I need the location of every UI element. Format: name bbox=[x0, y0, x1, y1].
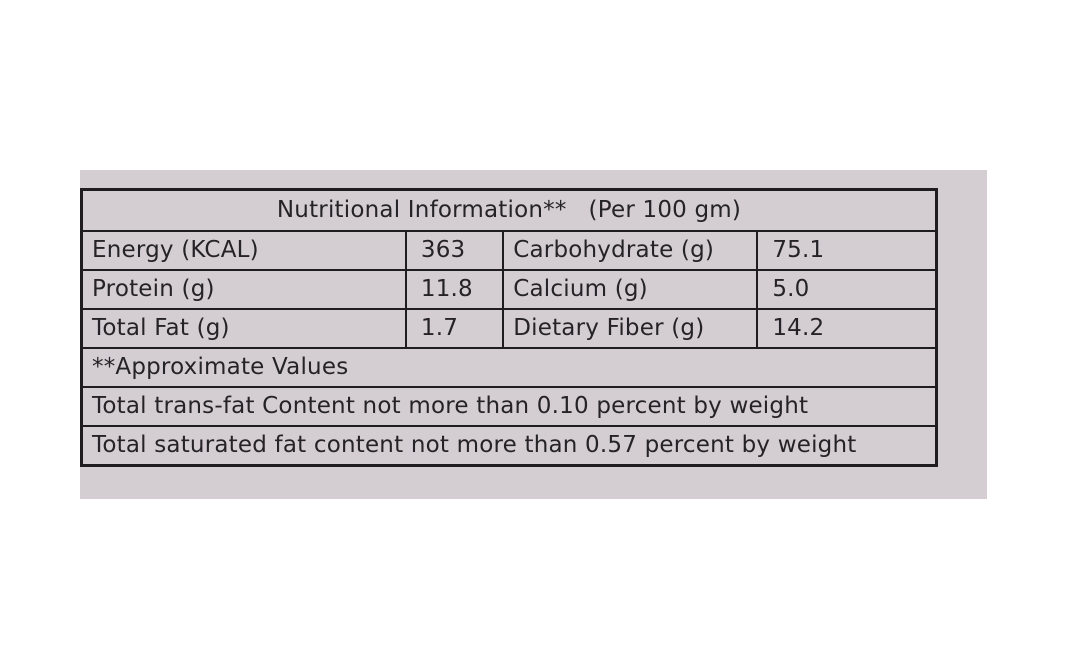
basis-text: (Per 100 gm) bbox=[588, 197, 742, 223]
nutrient-value: 363 bbox=[404, 230, 505, 271]
note-row: Total trans-fat Content not more than 0.… bbox=[81, 386, 938, 427]
table-row: Total Fat (g) 1.7 Dietary Fiber (g) 14.2 bbox=[81, 308, 938, 349]
nutrient-name: Protein (g) bbox=[81, 269, 407, 310]
nutrient-value: 75.1 bbox=[756, 230, 938, 271]
table-title: Nutritional Information** (Per 100 gm) bbox=[81, 188, 938, 232]
nutrient-name: Total Fat (g) bbox=[81, 308, 407, 349]
nutrient-value: 5.0 bbox=[756, 269, 938, 310]
nutrient-name: Energy (KCAL) bbox=[81, 230, 407, 271]
table-header-row: Nutritional Information** (Per 100 gm) bbox=[81, 188, 938, 232]
note-row: **Approximate Values bbox=[81, 347, 938, 388]
nutrition-label: Nutritional Information** (Per 100 gm) En… bbox=[80, 170, 987, 499]
saturated-fat-note: Total saturated fat content not more tha… bbox=[81, 425, 938, 467]
note-row: Total saturated fat content not more tha… bbox=[81, 425, 938, 467]
table-row: Protein (g) 11.8 Calcium (g) 5.0 bbox=[81, 269, 938, 310]
nutrient-value: 14.2 bbox=[756, 308, 938, 349]
table-row: Energy (KCAL) 363 Carbohydrate (g) 75.1 bbox=[81, 230, 938, 271]
nutrient-name: Calcium (g) bbox=[502, 269, 759, 310]
trans-fat-note: Total trans-fat Content not more than 0.… bbox=[81, 386, 938, 427]
nutrient-name: Carbohydrate (g) bbox=[502, 230, 759, 271]
nutrient-value: 11.8 bbox=[404, 269, 505, 310]
title-text: Nutritional Information** bbox=[276, 197, 567, 223]
nutrient-value: 1.7 bbox=[404, 308, 505, 349]
nutrition-table: Nutritional Information** (Per 100 gm) En… bbox=[80, 188, 938, 467]
approximate-values-note: **Approximate Values bbox=[81, 347, 938, 388]
nutrient-name: Dietary Fiber (g) bbox=[502, 308, 759, 349]
